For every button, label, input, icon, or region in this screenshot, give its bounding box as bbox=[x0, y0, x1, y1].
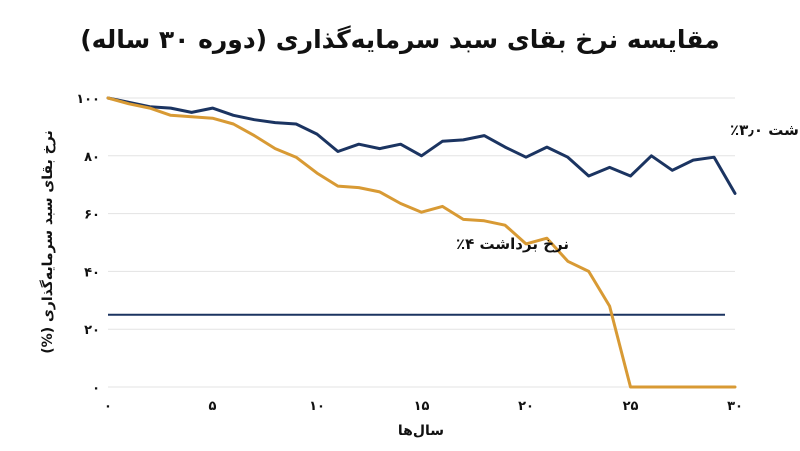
x-tick-label: ۱۰ bbox=[309, 399, 325, 414]
y-tick-label: ۸۰ bbox=[84, 150, 100, 165]
y-tick-label: ۱۰۰ bbox=[76, 92, 100, 107]
series-layer bbox=[106, 96, 737, 389]
y-tick-label: ۶۰ bbox=[84, 208, 100, 223]
x-tick-labels: ۰ ۵ ۱۰ ۱۵ ۲۰ ۲۵ ۳۰ bbox=[104, 399, 743, 414]
y-tick-label: ۴۰ bbox=[84, 265, 100, 280]
x-tick-label: ۰ bbox=[104, 399, 112, 414]
y-tick-labels: ۰ ۲۰ ۴۰ ۶۰ ۸۰ ۱۰۰ bbox=[76, 92, 100, 396]
y-axis-label: نرخ بقای سبد سرمایه‌گذاری (%) bbox=[39, 130, 56, 353]
y-tick-label: ۰ bbox=[92, 381, 100, 396]
x-tick-label: ۲۵ bbox=[623, 399, 639, 414]
x-tick-label: ۳۰ bbox=[727, 399, 743, 414]
y-tick-label: ۲۰ bbox=[84, 323, 100, 338]
chart-title: مقایسه نرخ بقای سبد سرمایه‌گذاری (دوره ۳… bbox=[80, 25, 719, 55]
grid-lines bbox=[108, 97, 735, 388]
x-axis-label: سال‌ها bbox=[398, 423, 444, 439]
series-label-3pct: نرخ برداشت ۳٫۰٪ bbox=[730, 121, 800, 139]
x-tick-label: ۵ bbox=[209, 399, 217, 414]
series-label-4pct: نرخ برداشت ۴٪ bbox=[456, 235, 569, 253]
series-line-3pct bbox=[106, 96, 737, 195]
x-tick-label: ۱۵ bbox=[414, 399, 430, 414]
series-line-4pct bbox=[106, 96, 737, 389]
x-tick-label: ۲۰ bbox=[518, 399, 534, 414]
